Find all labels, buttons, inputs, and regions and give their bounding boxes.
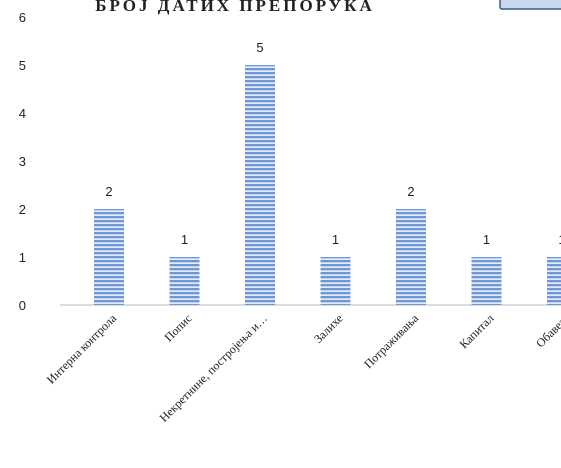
data-label: 1 bbox=[181, 232, 188, 247]
y-tick-label: 6 bbox=[19, 10, 26, 25]
bar bbox=[169, 257, 200, 305]
data-label: 1 bbox=[332, 232, 339, 247]
x-tick-label: Капитал bbox=[457, 311, 497, 351]
bar bbox=[471, 257, 502, 305]
bar bbox=[320, 257, 351, 305]
y-tick-label: 5 bbox=[19, 58, 26, 73]
y-tick-label: 3 bbox=[19, 154, 26, 169]
legend-box-fragment bbox=[499, 0, 561, 10]
chart-title: БРОЈ ДАТИХ ПРЕПОРУКА bbox=[95, 0, 375, 15]
x-tick-label: Залихе bbox=[311, 311, 346, 346]
data-label: 2 bbox=[407, 184, 414, 199]
x-tick-label: Обавезе bbox=[533, 311, 561, 350]
x-tick-label: Интерна контрола bbox=[44, 311, 120, 387]
bar bbox=[396, 209, 426, 305]
x-tick-label: Потраживања bbox=[361, 311, 421, 371]
y-tick-label: 1 bbox=[19, 250, 26, 265]
data-label: 2 bbox=[105, 184, 112, 199]
bar bbox=[547, 257, 561, 305]
bar bbox=[245, 65, 275, 305]
bars-group bbox=[94, 65, 561, 305]
x-tick-label: Попис bbox=[161, 311, 194, 344]
y-tick-label: 0 bbox=[19, 298, 26, 313]
y-tick-label: 4 bbox=[19, 106, 26, 121]
data-labels-group: 2 1 5 1 2 1 1 bbox=[105, 40, 561, 247]
bar bbox=[94, 209, 124, 305]
data-label: 1 bbox=[483, 232, 490, 247]
y-axis-ticks: 0 1 2 3 4 5 6 bbox=[19, 10, 26, 313]
data-label: 1 bbox=[558, 232, 561, 247]
y-tick-label: 2 bbox=[19, 202, 26, 217]
data-label: 5 bbox=[256, 40, 263, 55]
